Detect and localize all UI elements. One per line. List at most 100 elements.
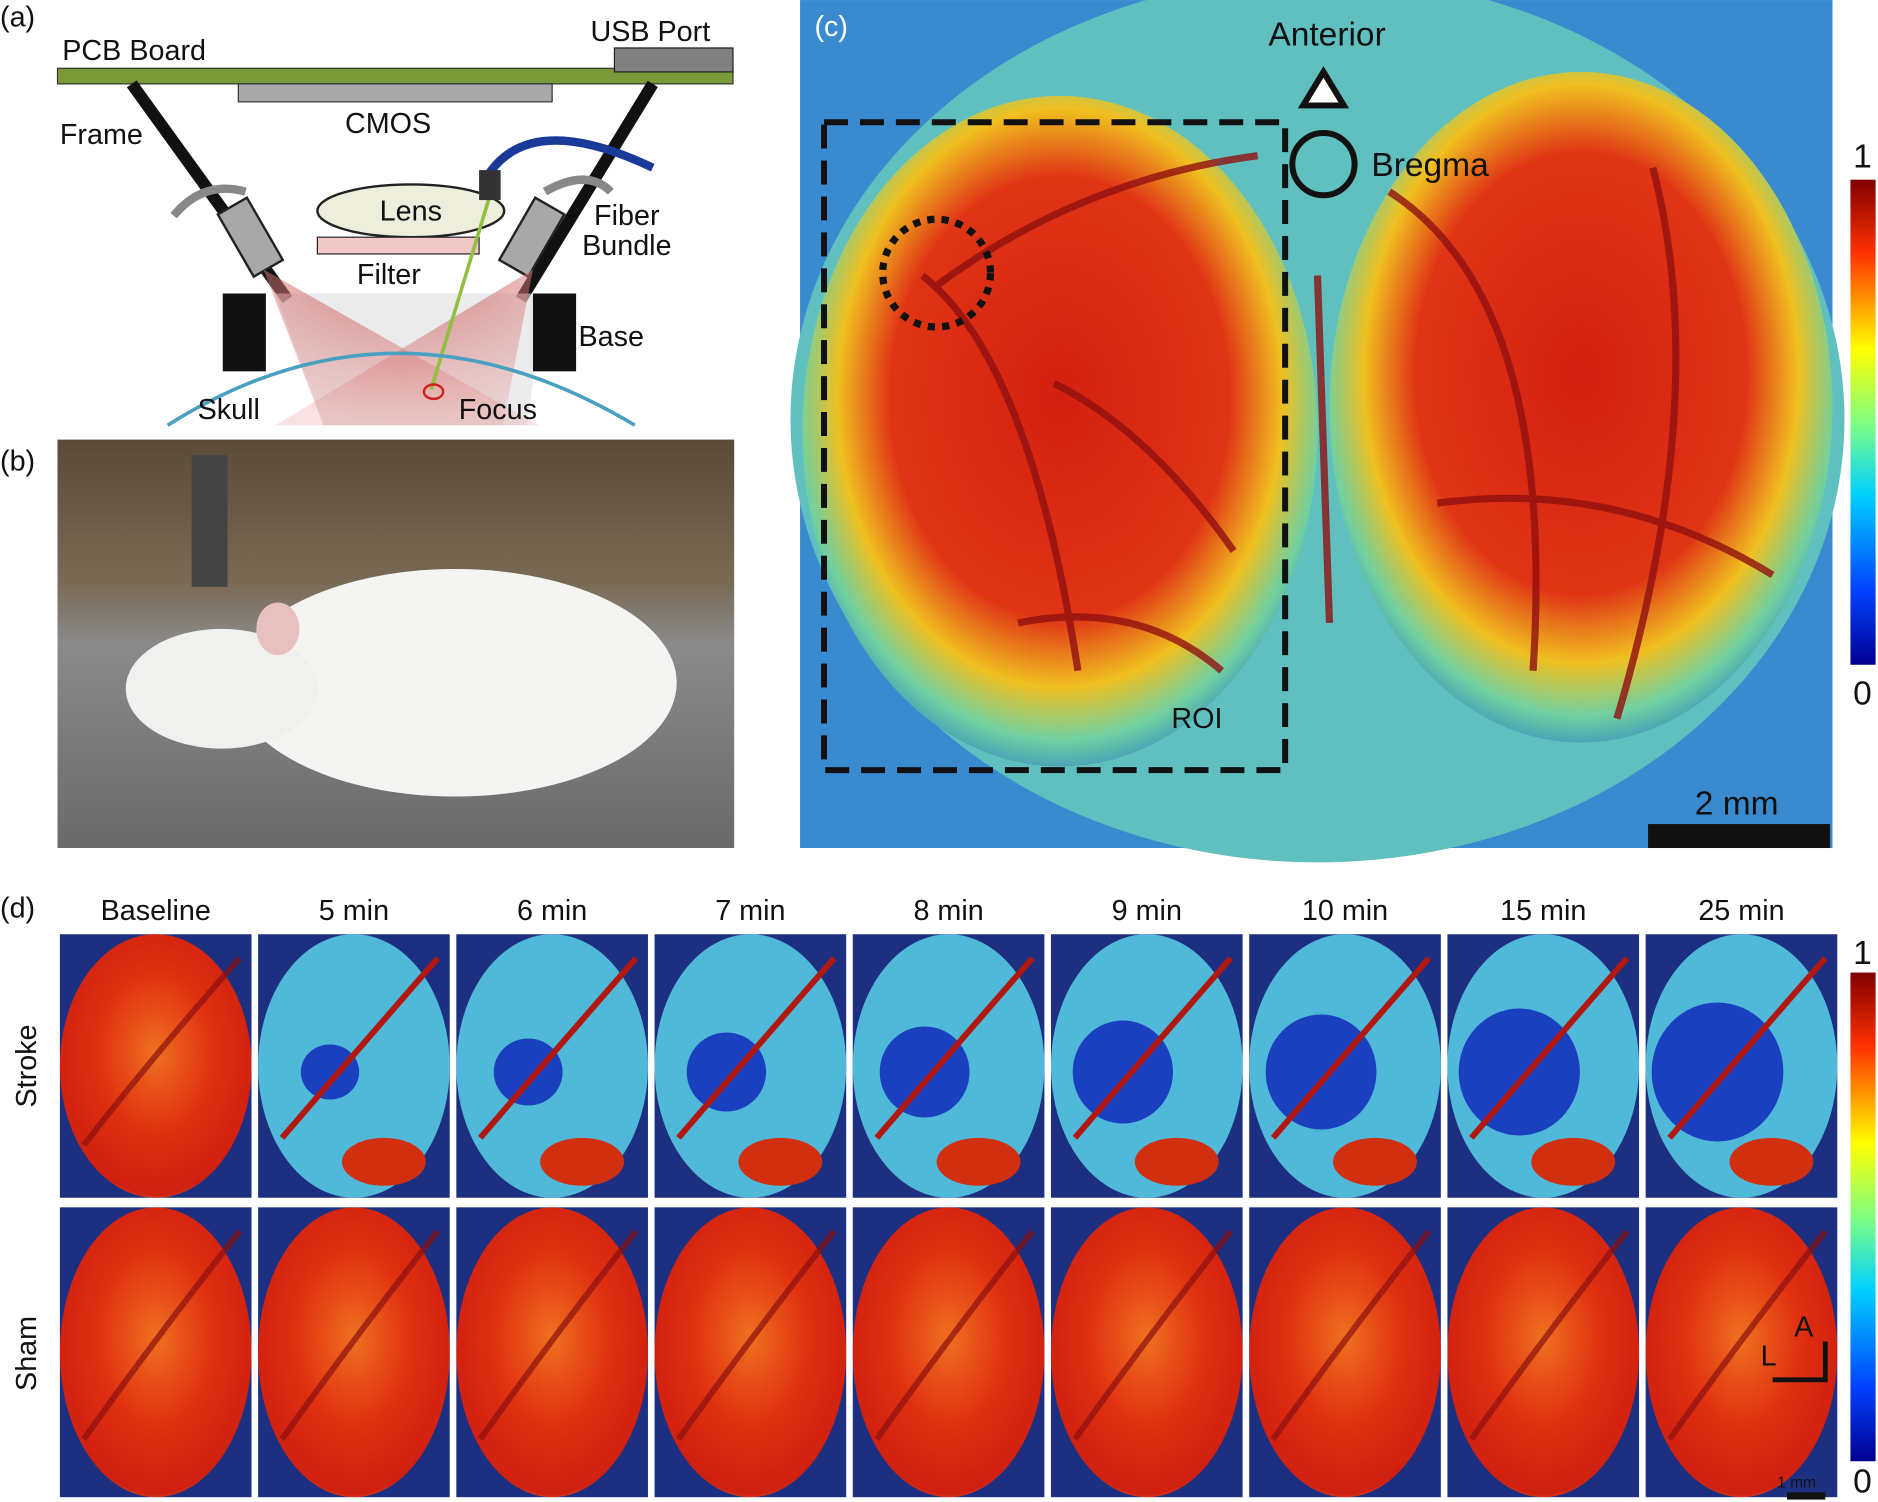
column-label: 15 min — [1500, 895, 1586, 927]
base — [532, 293, 577, 372]
label: Focus — [459, 394, 537, 426]
label: Filter — [357, 259, 421, 291]
colorbar-max: 1 — [1853, 139, 1872, 176]
focus-mark — [422, 383, 445, 401]
label: CMOS — [345, 108, 431, 140]
vessel — [279, 956, 441, 1140]
patch — [1729, 1137, 1814, 1186]
core — [300, 1044, 360, 1100]
vessel — [874, 956, 1035, 1140]
label: PCB Board — [62, 35, 206, 67]
vessel — [279, 1229, 441, 1441]
patch — [936, 1137, 1021, 1186]
panel-a: (a) PCB Board USB Port Frame CMOS Lens F… — [0, 1, 734, 427]
colorbar — [1850, 972, 1876, 1462]
row-label: Stroke — [11, 1024, 43, 1107]
fiber — [542, 175, 614, 196]
scale-bar — [1648, 824, 1831, 849]
frame — [515, 80, 658, 303]
core — [493, 1038, 563, 1106]
bregma-marker — [1289, 129, 1358, 199]
rat — [233, 568, 677, 797]
core — [1265, 1014, 1377, 1130]
panel-label: (b) — [0, 446, 35, 478]
label: USB Port — [590, 16, 710, 48]
panel-label: (d) — [0, 892, 35, 924]
label: Base — [578, 321, 644, 353]
usb — [613, 47, 734, 73]
core — [879, 1026, 970, 1118]
vessel — [1072, 956, 1233, 1140]
hemisphere — [802, 95, 1318, 767]
column-label: 9 min — [1112, 895, 1182, 927]
core — [1458, 1008, 1580, 1136]
colorbar-max: 1 — [1853, 935, 1872, 972]
laser-head — [479, 170, 501, 201]
label: ROI — [1171, 703, 1222, 735]
core — [1651, 1002, 1784, 1142]
base — [222, 293, 266, 372]
panel-d: (d) 1 0 Baseline 5 min 6 min 7 min 8 min 9 mi… — [0, 892, 1876, 1500]
column-label: 8 min — [913, 895, 983, 927]
column-label: 7 min — [715, 895, 785, 927]
label: Fiber — [594, 200, 660, 232]
core — [686, 1032, 767, 1112]
patch — [1333, 1137, 1417, 1186]
colorbar-min: 0 — [1853, 675, 1872, 712]
vessel — [81, 956, 242, 1147]
filter — [316, 236, 480, 255]
panel-label: (c) — [814, 11, 848, 43]
column-label: 6 min — [517, 895, 587, 927]
label: Lens — [380, 195, 442, 227]
rat-head — [125, 628, 318, 749]
row-label: Sham — [11, 1316, 43, 1391]
patch — [1134, 1137, 1219, 1186]
orientation-a: A — [1794, 1312, 1814, 1344]
vessel — [1072, 1229, 1233, 1441]
vessel — [478, 956, 639, 1140]
panel-c: (c) Anterior Bregma ROI 2 mm 1 0 — [790, 0, 1876, 863]
vessel — [1270, 1229, 1432, 1441]
roi-box — [821, 119, 1289, 774]
label: Skull — [198, 394, 260, 426]
vessel — [676, 1229, 837, 1441]
patch — [738, 1137, 823, 1186]
label: Bundle — [582, 230, 671, 262]
patch — [1531, 1137, 1616, 1186]
column-label: Baseline — [101, 895, 211, 927]
label: Frame — [60, 119, 143, 151]
column-label: 5 min — [319, 895, 389, 927]
orientation — [1772, 1341, 1828, 1383]
fiber — [481, 136, 655, 182]
vessel — [1469, 956, 1630, 1140]
vessel — [676, 956, 837, 1140]
hemisphere — [1329, 71, 1833, 743]
orientation-l: L — [1761, 1340, 1777, 1372]
patch — [341, 1137, 426, 1186]
anterior-marker — [1297, 66, 1350, 109]
led — [497, 196, 566, 279]
column-label: 10 min — [1302, 895, 1388, 927]
vessel — [1468, 1229, 1630, 1441]
cmos — [237, 83, 553, 103]
rat-ear — [256, 602, 300, 656]
vessel — [1667, 1229, 1828, 1441]
device — [191, 455, 228, 587]
skull — [166, 351, 636, 427]
panel-label: (a) — [0, 1, 35, 33]
fiber — [170, 184, 247, 219]
panel-b: (b) — [0, 439, 735, 849]
column-label: 25 min — [1698, 895, 1784, 927]
vessel — [874, 1229, 1035, 1441]
vessel — [1270, 956, 1432, 1140]
vessel — [81, 1229, 242, 1441]
colorbar-min: 0 — [1853, 1463, 1872, 1500]
label: Bregma — [1371, 147, 1489, 184]
scale-label: 1 mm — [1777, 1475, 1816, 1492]
led — [216, 196, 285, 279]
label: 2 mm — [1695, 785, 1779, 822]
scale-bar — [1786, 1492, 1826, 1500]
colorbar — [1850, 179, 1876, 665]
label: Anterior — [1268, 17, 1385, 54]
